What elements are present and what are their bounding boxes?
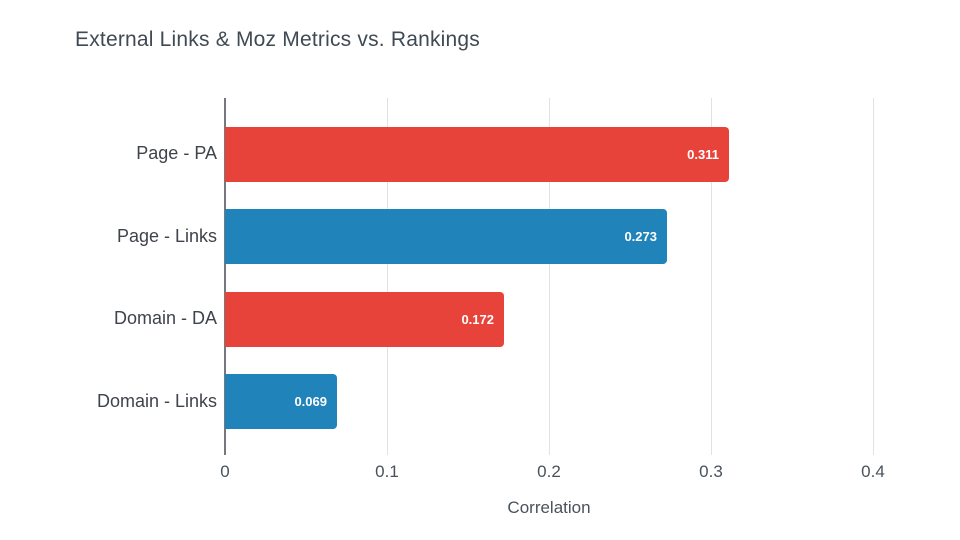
bar-page-pa: 0.311: [225, 126, 729, 182]
x-tick-label-0-2: 0.2: [537, 462, 561, 481]
category-label-domain-da: Domain - DA: [113, 308, 217, 328]
bar-domain-links: 0.069: [225, 374, 337, 429]
x-tick-label-0-1: 0.1: [375, 462, 399, 481]
x-tick-label-0: 0: [220, 462, 230, 481]
bar-value-label: 0.273: [624, 229, 657, 244]
category-label-domain-links: Domain - Links: [96, 390, 217, 411]
bar-value-label: 0.172: [461, 311, 494, 327]
bar-domain-da: 0.172: [225, 291, 504, 347]
x-tick-label-0-3: 0.3: [699, 462, 723, 481]
bar-value-label: 0.069: [294, 394, 327, 409]
chart-title: External Links & Moz Metrics vs. Ranking…: [75, 28, 480, 51]
x-axis-title: Correlation: [507, 498, 591, 517]
category-label-page-pa: Page - PA: [136, 143, 217, 163]
gridline-0-4: [872, 98, 874, 455]
y-axis-line: [224, 98, 226, 455]
x-tick-label-0-4: 0.4: [861, 462, 885, 481]
gridline-0-1: [386, 98, 388, 455]
bar-value-label: 0.311: [687, 146, 719, 162]
category-label-page-links: Page - Links: [116, 225, 217, 246]
gridline-0-3: [710, 98, 712, 455]
bar-page-links: 0.273: [225, 209, 667, 264]
gridline-0-2: [548, 98, 550, 455]
